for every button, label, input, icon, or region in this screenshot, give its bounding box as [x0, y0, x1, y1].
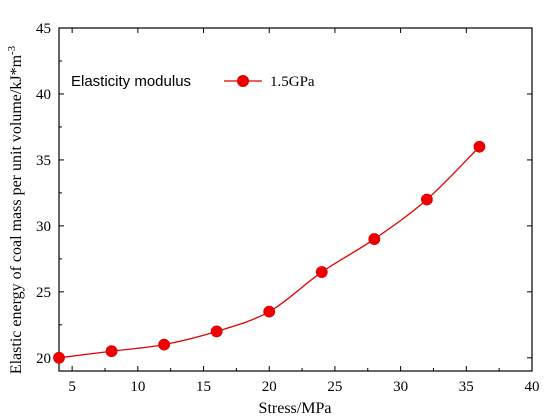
x-tick-label: 5 [68, 379, 76, 395]
x-tick-label: 40 [525, 379, 540, 395]
y-axis-title: Elastic energy of coal mass per unit vol… [6, 45, 25, 374]
x-axis-title: Stress/MPa [259, 400, 332, 417]
y-tick-label: 20 [36, 351, 51, 367]
x-axis: 5 10 15 20 25 30 35 40 [68, 28, 540, 395]
data-point [473, 140, 486, 153]
x-tick-label: 25 [327, 379, 342, 395]
data-point [158, 338, 171, 351]
legend-title: Elasticity modulus [71, 73, 191, 90]
legend: Elasticity modulus 1.5GPa [71, 73, 315, 90]
data-point [53, 351, 65, 364]
x-tick-label: 35 [459, 379, 474, 395]
data-point [210, 325, 223, 338]
data-point [105, 345, 118, 358]
legend-series-label: 1.5GPa [270, 74, 315, 90]
x-tick-label: 15 [196, 379, 211, 395]
series-line [58, 146, 480, 359]
data-point [263, 305, 276, 318]
y-tick-label: 25 [36, 285, 51, 301]
x-tick-label: 20 [262, 379, 277, 395]
legend-marker [237, 75, 249, 87]
y-tick-label: 30 [36, 219, 51, 235]
y-tick-label: 40 [36, 87, 51, 103]
x-tick-label: 10 [130, 379, 145, 395]
y-tick-label: 45 [36, 21, 51, 37]
plot-frame [58, 27, 533, 372]
y-axis: 20 25 30 35 40 45 [36, 21, 532, 367]
y-tick-label: 35 [36, 153, 51, 169]
y-axis-title-main: Elastic energy of coal mass per unit vol… [8, 54, 25, 374]
data-point [315, 266, 328, 278]
data-point [368, 233, 381, 245]
x-tick-label: 30 [393, 379, 408, 395]
series-layer [53, 140, 486, 364]
data-point [420, 193, 433, 206]
y-axis-title-superscript: -3 [6, 45, 18, 55]
